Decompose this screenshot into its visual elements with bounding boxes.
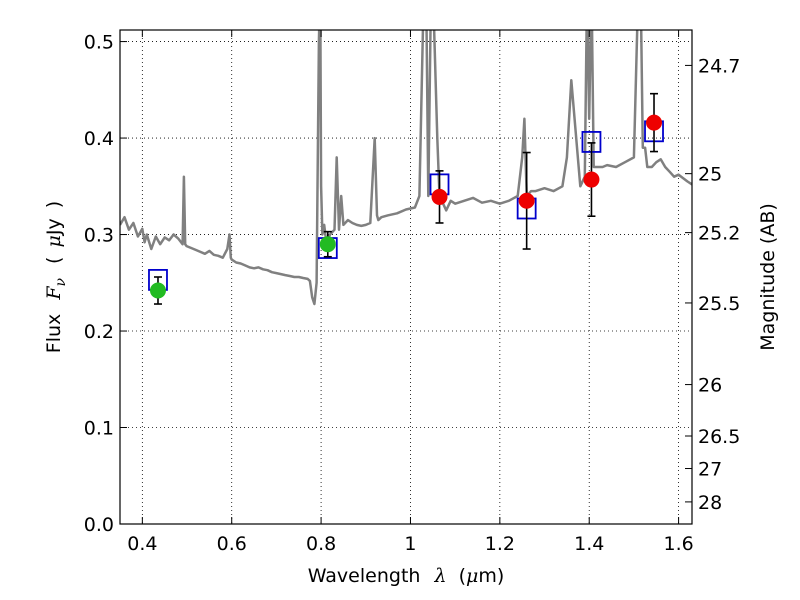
y2-tick-label: 25.5 — [698, 293, 740, 315]
plot-frame — [119, 29, 693, 525]
observed-nir-point — [583, 171, 600, 188]
model-spectrum-line — [120, 30, 692, 306]
observed-nir-point — [646, 114, 663, 131]
y2-axis-label: Magnitude (AB) — [757, 203, 779, 351]
x-tick-label: 0.8 — [306, 533, 336, 555]
observed-nir-point — [518, 192, 535, 209]
y-axis-left: 0.0 0.1 0.2 0.3 0.4 0.5 — [84, 32, 127, 536]
x-axis: 0.4 0.6 0.8 1 1.2 1.4 1.6 — [127, 30, 694, 555]
x-axis-label: Wavelength λ (μm) — [308, 565, 505, 587]
x-tick-label: 0.6 — [217, 533, 247, 555]
y2-tick-label: 25 — [698, 164, 722, 186]
y-tick-label: 0.5 — [84, 32, 114, 54]
y-axis-right: 24.7 25 25.2 25.5 26 26.5 27 28 — [685, 55, 740, 514]
y-tick-label: 0.1 — [84, 418, 114, 440]
y2-tick-label: 25.2 — [698, 223, 740, 245]
y-tick-label: 0.0 — [84, 514, 114, 536]
y2-tick-label: 27 — [698, 459, 722, 481]
x-tick-label: 1 — [404, 533, 416, 555]
y-tick-label: 0.3 — [84, 225, 114, 247]
y-tick-label: 0.2 — [84, 321, 114, 343]
observed-optical-point — [149, 282, 166, 299]
observed-nir-point — [431, 188, 448, 205]
y2-tick-label: 26 — [698, 375, 722, 397]
x-tick-label: 1.6 — [663, 533, 693, 555]
y2-tick-label: 26.5 — [698, 426, 740, 448]
x-tick-label: 0.4 — [127, 533, 157, 555]
x-tick-label: 1.2 — [485, 533, 515, 555]
observed-optical-point — [319, 236, 336, 253]
y2-tick-label: 24.7 — [698, 55, 740, 77]
y2-tick-label: 28 — [698, 492, 722, 514]
y-tick-label: 0.4 — [84, 128, 114, 150]
y-axis-label: Flux Fν ( μJy ) — [43, 201, 70, 353]
x-tick-label: 1.4 — [574, 533, 604, 555]
plot-area — [120, 30, 692, 306]
